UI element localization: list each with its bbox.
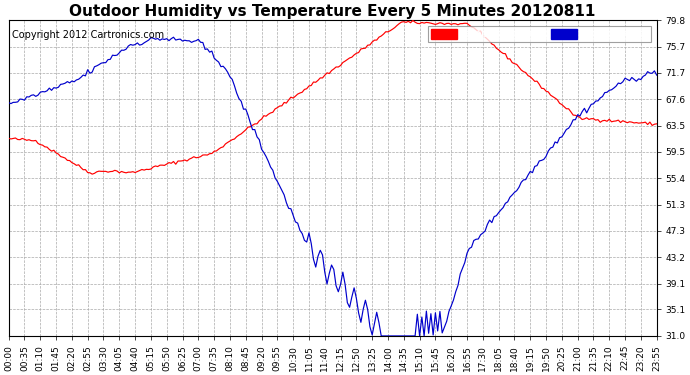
Title: Outdoor Humidity vs Temperature Every 5 Minutes 20120811: Outdoor Humidity vs Temperature Every 5 … (70, 4, 596, 19)
Text: Copyright 2012 Cartronics.com: Copyright 2012 Cartronics.com (12, 30, 164, 40)
Legend: Temperature (°F), Humidity (%): Temperature (°F), Humidity (%) (428, 26, 651, 42)
